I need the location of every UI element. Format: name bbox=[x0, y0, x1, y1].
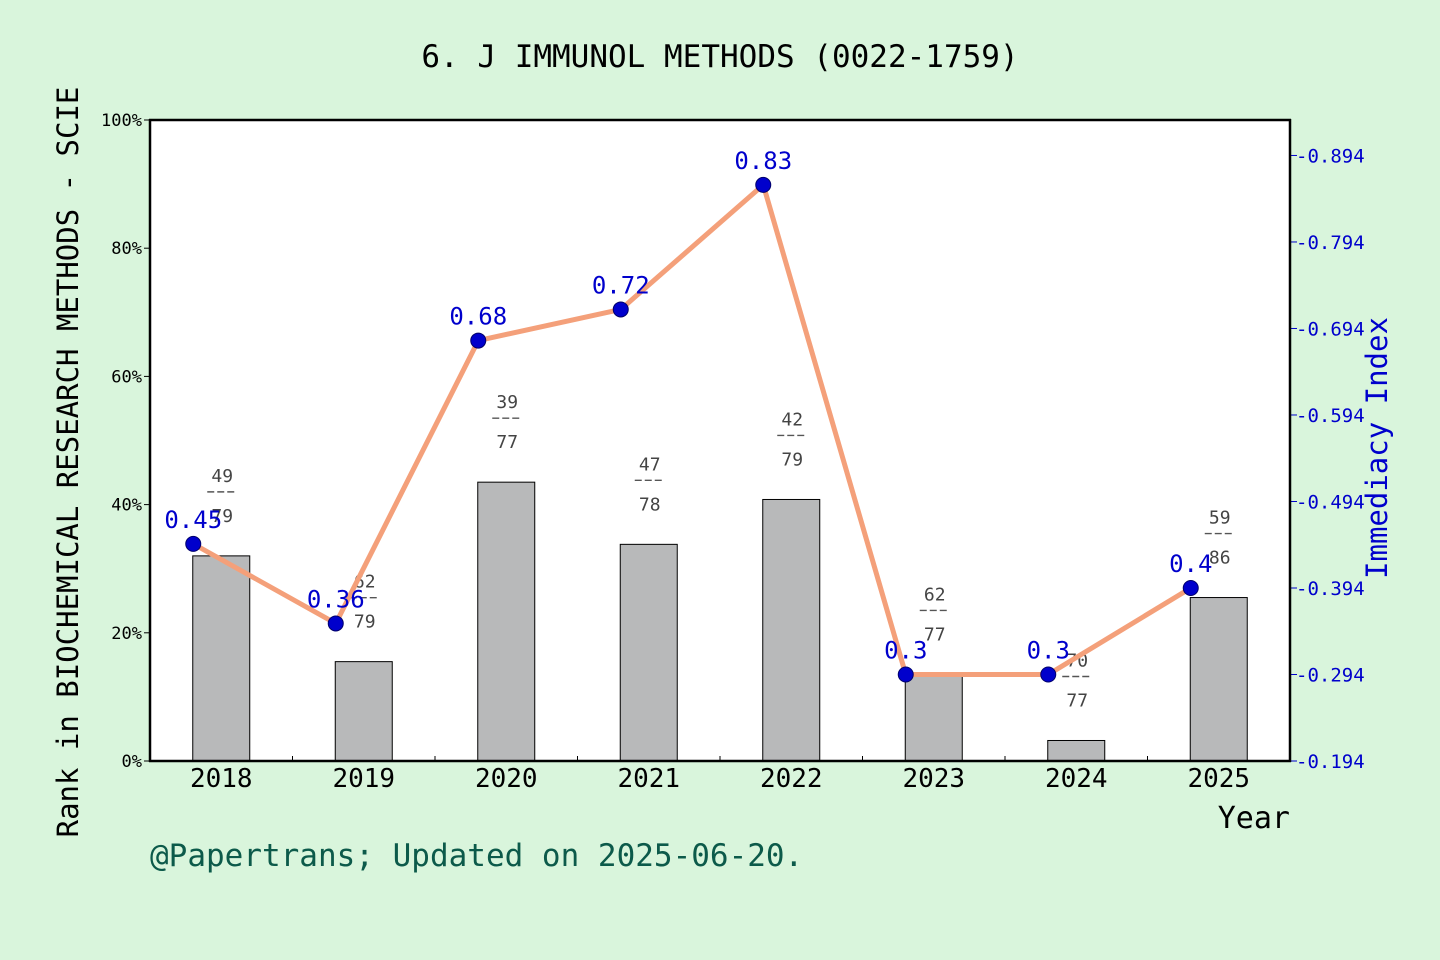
right-axis-title: Immediacy Index bbox=[1360, 317, 1394, 579]
rank-label-total: 77 bbox=[1066, 690, 1088, 711]
immediacy-point bbox=[755, 176, 772, 193]
right-tick-label: -0.894 bbox=[1296, 145, 1365, 167]
left-tick-label: 100% bbox=[101, 111, 142, 131]
rank-bar bbox=[904, 673, 963, 762]
right-tick-label: -0.394 bbox=[1296, 578, 1365, 600]
x-tick-label: 2018 bbox=[190, 764, 253, 794]
rank-label-rank: 47 bbox=[639, 454, 661, 475]
footer-credit: @Papertrans; Updated on 2025-06-20. bbox=[150, 838, 803, 874]
right-axis-ticks: -0.194 -0.294 -0.394 -0.494 -0.594 -0.694 -0.7… bbox=[1290, 145, 1365, 773]
right-tick-label: -0.494 bbox=[1296, 491, 1365, 513]
rank-label-rank: 59 bbox=[1209, 508, 1231, 529]
rank-bar bbox=[762, 498, 821, 762]
rank-label-total: 77 bbox=[924, 624, 946, 645]
left-axis-title: Rank in BIOCHEMICAL RESEARCH METHODS - S… bbox=[51, 87, 85, 838]
right-tick-label: -0.794 bbox=[1296, 232, 1365, 254]
immediacy-points bbox=[185, 176, 1199, 683]
rank-label-rank: 49 bbox=[211, 466, 233, 487]
rank-bar bbox=[1189, 597, 1248, 762]
right-tick-label: -0.694 bbox=[1296, 318, 1365, 340]
immediacy-point bbox=[327, 615, 344, 632]
rank-bar bbox=[1047, 739, 1106, 762]
immediacy-value-label: 0.83 bbox=[734, 147, 792, 175]
immediacy-point bbox=[1182, 579, 1199, 596]
rank-label-total: 79 bbox=[781, 449, 803, 470]
immediacy-value-label: 0.72 bbox=[592, 271, 650, 299]
x-tick-label: 2022 bbox=[760, 764, 823, 794]
rank-bar bbox=[192, 555, 251, 762]
rank-label-total: 86 bbox=[1209, 548, 1231, 569]
rank-label-total: 77 bbox=[496, 432, 518, 453]
immediacy-value-label: 0.68 bbox=[449, 303, 507, 331]
immediacy-polyline bbox=[192, 182, 1193, 677]
x-axis-ticks: 2018 2019 2020 2021 2022 2023 2024 2025 bbox=[149, 756, 1291, 794]
rank-label-rank: 42 bbox=[781, 409, 803, 430]
left-tick-label: 20% bbox=[111, 624, 142, 644]
rank-bar bbox=[477, 481, 536, 762]
immediacy-value-label: 0.3 bbox=[884, 636, 927, 664]
x-tick-label: 2023 bbox=[902, 764, 965, 794]
left-axis-ticks: 0% 20% 40% 60% 80% 100% bbox=[101, 111, 150, 772]
immediacy-point bbox=[470, 332, 487, 349]
x-tick-label: 2019 bbox=[332, 764, 395, 794]
x-tick-label: 2021 bbox=[617, 764, 680, 794]
rank-label-total: 79 bbox=[354, 612, 376, 633]
immediacy-point bbox=[897, 666, 914, 683]
right-tick-label: -0.294 bbox=[1296, 664, 1365, 686]
rank-label-total: 79 bbox=[211, 506, 233, 527]
immediacy-line bbox=[192, 182, 1193, 677]
immediacy-value-label: 0.45 bbox=[164, 506, 222, 534]
plot-area bbox=[150, 120, 1290, 761]
left-tick-label: 0% bbox=[122, 752, 142, 772]
immediacy-point bbox=[612, 301, 629, 318]
immediacy-point bbox=[1040, 666, 1057, 683]
chart-title: 6. J IMMUNOL METHODS (0022-1759) bbox=[421, 39, 1018, 75]
immediacy-point bbox=[185, 535, 202, 552]
x-tick-label: 2025 bbox=[1187, 764, 1250, 794]
immediacy-value-label: 0.36 bbox=[307, 585, 365, 613]
rank-bar bbox=[619, 543, 678, 762]
axes bbox=[148, 118, 1292, 763]
rank-label-rank: 62 bbox=[924, 584, 946, 605]
immediacy-value-label: 0.4 bbox=[1169, 550, 1212, 578]
x-tick-label: 2024 bbox=[1045, 764, 1108, 794]
right-tick-label: -0.594 bbox=[1296, 405, 1365, 427]
left-tick-label: 80% bbox=[111, 239, 142, 259]
rank-label-rank: 39 bbox=[496, 392, 518, 413]
rank-bars bbox=[192, 481, 1248, 762]
right-tick-label: -0.194 bbox=[1296, 751, 1365, 773]
immediacy-value-label: 0.3 bbox=[1027, 636, 1070, 664]
rank-bar bbox=[334, 661, 393, 762]
x-tick-label: 2020 bbox=[475, 764, 538, 794]
left-tick-label: 40% bbox=[111, 496, 142, 516]
left-tick-label: 60% bbox=[111, 367, 142, 387]
x-axis-title: Year bbox=[1218, 801, 1290, 836]
immediacy-labels: 0.45 0.36 0.68 0.72 0.83 0.3 0.3 0.4 bbox=[164, 147, 1212, 665]
rank-label-total: 78 bbox=[639, 494, 661, 515]
